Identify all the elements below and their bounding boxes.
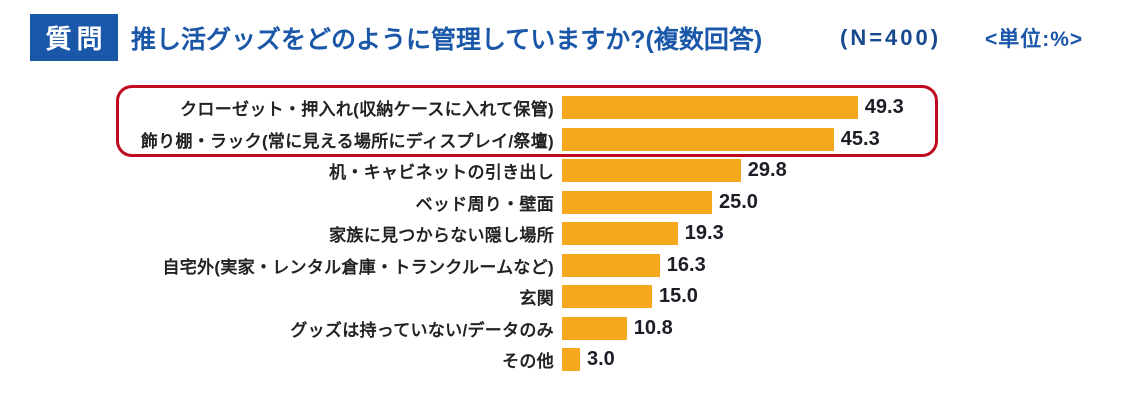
- chart-row: その他 3.0: [0, 348, 1124, 371]
- bar: [562, 316, 627, 340]
- bar: [562, 159, 741, 182]
- bar: [562, 222, 678, 245]
- bar-value: 45.3: [840, 127, 880, 150]
- chart-row: グッズは持っていない/データのみ 10.8: [0, 316, 1124, 340]
- bar-label: 飾り棚・ラック(常に見える場所にディスプレイ/祭壇): [140, 131, 554, 151]
- bar-label: 玄関: [519, 289, 554, 308]
- chart-row: ベッド周り・壁面 25.0: [0, 190, 1124, 214]
- bar-value: 15.0: [659, 285, 698, 307]
- bar-value: 29.8: [747, 159, 787, 181]
- chart-row: クローゼット・押入れ(収納ケースに入れて保管) 49.3: [0, 96, 1124, 119]
- chart-title: 推し活グッズをどのように管理していますか?(複数回答): [131, 25, 763, 54]
- bar: [562, 127, 834, 151]
- bar-value: 3.0: [587, 348, 615, 370]
- bar-value: 10.8: [633, 316, 673, 339]
- bar-label: グッズは持っていない/データのみ: [290, 320, 554, 340]
- unit-label: <単位:%>: [985, 27, 1084, 51]
- sample-size-label: (N=400): [840, 24, 942, 50]
- bar: [562, 253, 660, 277]
- bar-value: 19.3: [684, 222, 724, 244]
- chart-rows: クローゼット・押入れ(収納ケースに入れて保管) 49.3 飾り棚・ラック(常に見…: [0, 96, 1124, 371]
- bar-value: 25.0: [719, 190, 758, 213]
- bar-label: ベッド周り・壁面: [415, 194, 554, 214]
- bar-label: 机・キャビネットの引き出し: [329, 163, 554, 182]
- chart-row: 玄関 15.0: [0, 285, 1124, 308]
- chart-row: 家族に見つからない隠し場所 19.3: [0, 222, 1124, 245]
- bar: [562, 190, 712, 214]
- bar: [562, 285, 652, 308]
- question-label: 質問: [45, 24, 108, 54]
- bar-label: 自宅外(実家・レンタル倉庫・トランクルームなど): [162, 257, 554, 277]
- bar-label: その他: [502, 352, 554, 371]
- chart-row: 机・キャビネットの引き出し 29.8: [0, 159, 1124, 182]
- bar: [562, 348, 580, 371]
- bar-label: クローゼット・押入れ(収納ケースに入れて保管): [180, 100, 554, 119]
- question-label-box: 質問: [30, 14, 118, 61]
- chart-row: 飾り棚・ラック(常に見える場所にディスプレイ/祭壇) 45.3: [0, 127, 1124, 151]
- bar-label: 家族に見つからない隠し場所: [329, 226, 554, 245]
- bar: [562, 96, 858, 119]
- chart-row: 自宅外(実家・レンタル倉庫・トランクルームなど) 16.3: [0, 253, 1124, 277]
- bar-value: 49.3: [864, 96, 904, 118]
- bar-value: 16.3: [666, 253, 706, 276]
